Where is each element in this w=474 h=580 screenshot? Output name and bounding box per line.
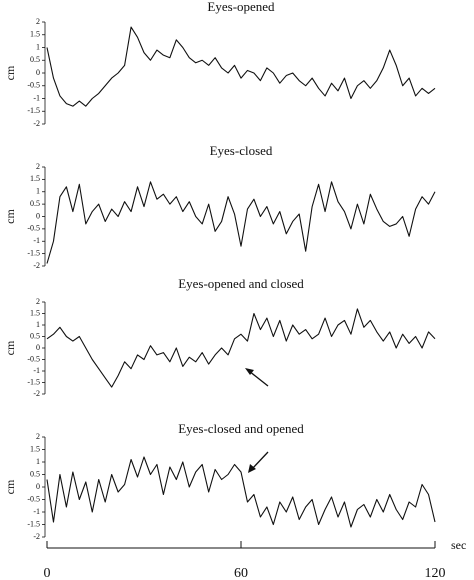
arrow [245,368,269,387]
y-tick-label: -1 [33,93,40,102]
chart-title: Eyes-closed [210,143,273,158]
x-tick-label: 120 [425,566,446,580]
y-axis-label: cm [3,340,17,355]
y-tick-label: 0.5 [30,331,40,340]
y-tick-label: -1 [33,366,40,375]
y-tick-label: 2 [36,17,40,26]
y-tick-label: 1 [36,320,40,329]
y-tick-label: 0.5 [30,469,40,478]
y-tick-label: 1.5 [30,308,40,317]
x-tick-label: 60 [234,566,248,580]
y-tick-label: 0 [36,482,40,491]
y-axis-label: cm [3,209,17,224]
y-tick-label: -0.5 [27,354,40,363]
data-line [46,181,436,264]
y-tick-label: 1.5 [30,174,40,183]
y-tick-label: 1 [36,187,40,196]
y-tick-label: 0 [36,343,40,352]
y-tick-label: -1 [33,507,40,516]
x-axis-label: sec [451,538,466,552]
y-tick-label: 0 [36,211,40,220]
y-tick-label: 1 [36,42,40,51]
y-tick-label: -1.5 [27,519,40,528]
y-tick-label: -0.5 [27,224,40,233]
y-tick-label: 0.5 [30,199,40,208]
y-tick-label: 0 [36,68,40,77]
y-tick-label: 2 [36,162,40,171]
y-tick-label: -1.5 [27,377,40,386]
y-tick-label: -2 [33,532,40,541]
y-tick-label: 1.5 [30,444,40,453]
y-tick-label: -1.5 [27,106,40,115]
data-line [46,456,436,528]
y-tick-label: 1 [36,457,40,466]
y-tick-label: -0.5 [27,494,40,503]
y-tick-label: 2 [36,432,40,441]
y-tick-label: -1.5 [27,248,40,257]
data-line [46,308,436,388]
y-axis-label: cm [3,65,17,80]
y-tick-label: -2 [33,119,40,128]
y-tick-label: -1 [33,236,40,245]
data-line [46,26,436,107]
chart-title: Eyes-opened and closed [178,276,304,291]
y-tick-label: 0.5 [30,55,40,64]
y-tick-label: -2 [33,261,40,270]
y-tick-label: -2 [33,389,40,398]
y-axis-label: cm [3,479,17,494]
chart-title: Eyes-closed and opened [178,421,304,436]
chart-title: Eyes-opened [207,0,275,14]
arrow [248,451,269,473]
x-tick-label: 0 [44,566,51,580]
y-tick-label: -0.5 [27,81,40,90]
y-tick-label: 1.5 [30,30,40,39]
y-tick-label: 2 [36,297,40,306]
